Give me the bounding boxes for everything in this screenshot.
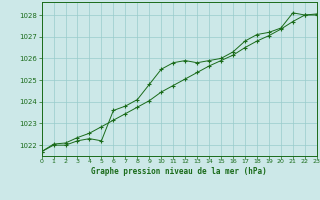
X-axis label: Graphe pression niveau de la mer (hPa): Graphe pression niveau de la mer (hPa) [91,167,267,176]
